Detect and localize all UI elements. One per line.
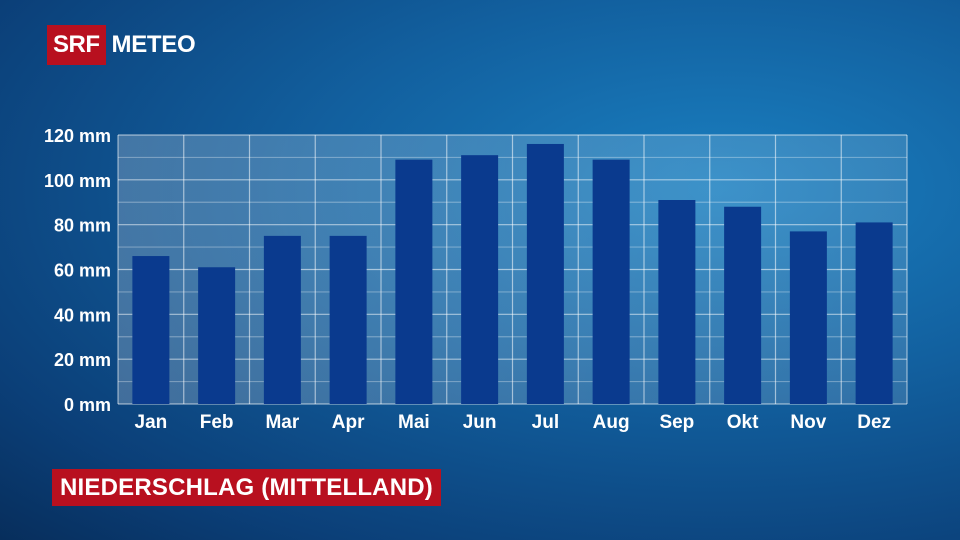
- y-tick-label: 120 mm: [44, 126, 111, 146]
- x-tick-label: Mar: [265, 412, 299, 433]
- bar-okt: [724, 206, 762, 404]
- y-tick-label: 60 mm: [54, 261, 111, 281]
- bar-sep: [658, 200, 696, 404]
- bar-jun: [461, 155, 499, 404]
- x-tick-label: Jul: [532, 412, 559, 433]
- x-tick-label: Sep: [659, 412, 694, 433]
- meteo-logo-text: METEO: [111, 31, 196, 58]
- y-tick-label: 80 mm: [54, 216, 111, 236]
- bar-mar: [263, 235, 301, 404]
- chart-title: NIEDERSCHLAG (MITTELLAND): [52, 469, 441, 506]
- bar-feb: [198, 267, 236, 404]
- x-tick-label: Jan: [135, 412, 168, 433]
- srf-logo-box: SRF: [47, 25, 106, 65]
- x-tick-label: Apr: [332, 412, 365, 433]
- bar-nov: [789, 231, 827, 404]
- x-tick-label: Mai: [398, 412, 430, 433]
- x-tick-label: Feb: [200, 412, 234, 433]
- y-tick-label: 100 mm: [44, 171, 111, 191]
- x-tick-label: Jun: [463, 412, 497, 433]
- x-tick-label: Okt: [727, 412, 759, 433]
- bar-apr: [329, 235, 367, 404]
- bar-dez: [855, 222, 893, 404]
- bar-aug: [592, 159, 630, 404]
- y-tick-label: 40 mm: [54, 305, 111, 325]
- x-tick-label: Aug: [593, 412, 630, 433]
- y-tick-label: 0 mm: [64, 395, 111, 415]
- bar-jul: [526, 143, 564, 404]
- srf-meteo-logo: SRF METEO: [47, 25, 196, 65]
- x-tick-label: Nov: [790, 412, 826, 433]
- y-tick-label: 20 mm: [54, 350, 111, 370]
- bar-mai: [395, 159, 433, 404]
- bar-jan: [132, 256, 170, 404]
- x-tick-label: Dez: [857, 412, 891, 433]
